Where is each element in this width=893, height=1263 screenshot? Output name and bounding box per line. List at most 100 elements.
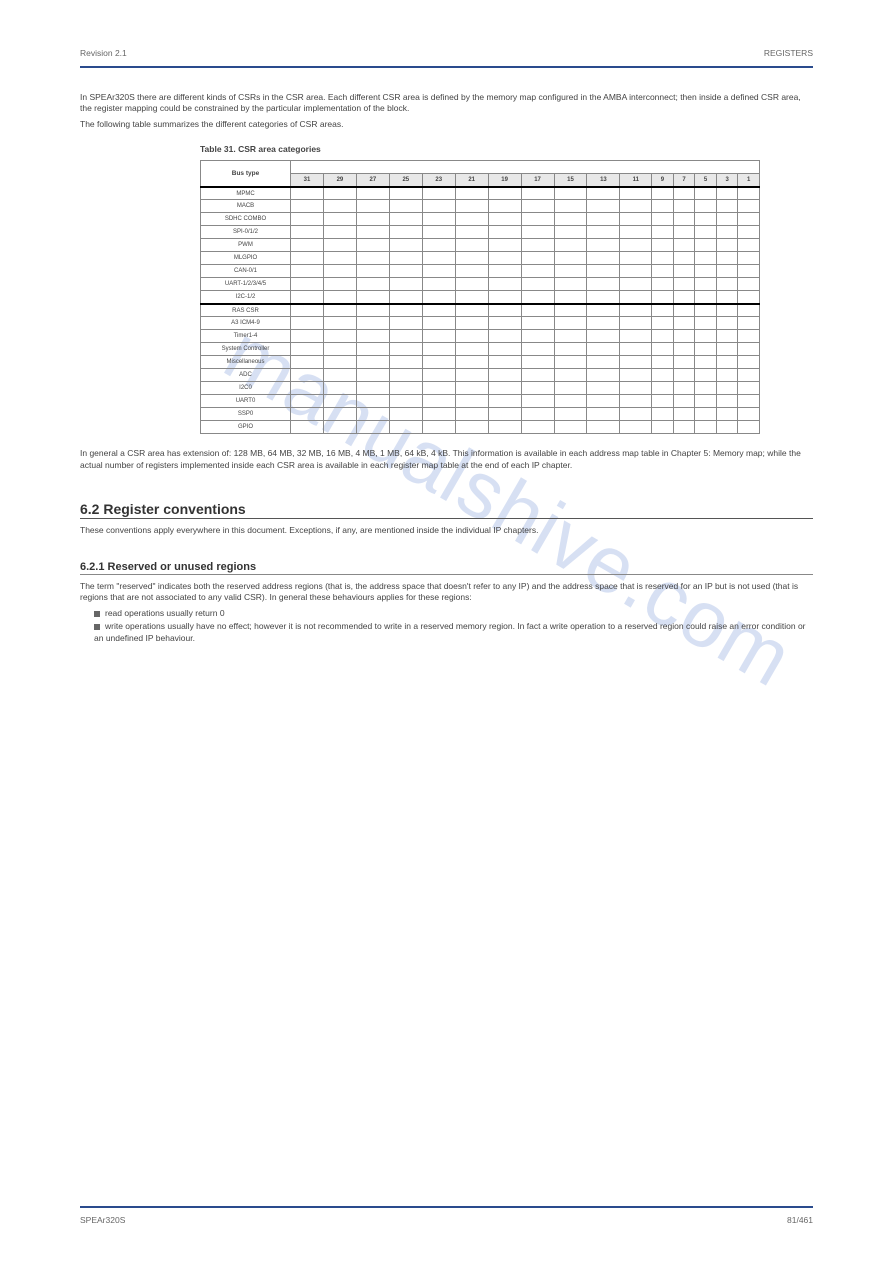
table-cell xyxy=(738,213,760,226)
table-cell xyxy=(356,265,389,278)
footer-rule xyxy=(80,1206,813,1208)
table-cell xyxy=(323,369,356,382)
table-row-label: Timer1-4 xyxy=(201,330,291,343)
table-row-label: ADC xyxy=(201,369,291,382)
table-cell xyxy=(455,343,488,356)
table-cell xyxy=(695,291,717,304)
table-cell xyxy=(554,200,587,213)
table-cell xyxy=(738,382,760,395)
table-cell xyxy=(695,265,717,278)
table-cell xyxy=(521,278,554,291)
table-cell xyxy=(422,356,455,369)
table-cell xyxy=(455,187,488,200)
table-cell xyxy=(488,356,521,369)
table-cell xyxy=(422,252,455,265)
bullet-marker-icon xyxy=(94,611,100,617)
table-cell xyxy=(521,343,554,356)
table-cell xyxy=(738,421,760,434)
table-cell xyxy=(587,356,620,369)
table-cell xyxy=(652,213,674,226)
table-cell xyxy=(422,278,455,291)
table-cell xyxy=(620,343,652,356)
table-cell xyxy=(716,343,738,356)
table-cell xyxy=(620,408,652,421)
table-cell xyxy=(389,252,422,265)
table-cell xyxy=(422,226,455,239)
footer-left: SPEAr320S xyxy=(80,1215,125,1225)
table-row-label: MPMC xyxy=(201,187,291,200)
col-header-bits-span xyxy=(291,161,760,174)
table-cell xyxy=(455,226,488,239)
table-cell xyxy=(291,278,324,291)
table-row-label: SPI-0/1/2 xyxy=(201,226,291,239)
table-cell xyxy=(422,200,455,213)
table-cell xyxy=(738,395,760,408)
table-cell xyxy=(716,317,738,330)
table-cell xyxy=(695,239,717,252)
table-cell xyxy=(587,226,620,239)
table-cell xyxy=(389,226,422,239)
table-cell xyxy=(389,382,422,395)
table-cell xyxy=(455,239,488,252)
table-cell xyxy=(455,421,488,434)
bit-header: 21 xyxy=(455,174,488,187)
table-cell xyxy=(554,252,587,265)
table-cell xyxy=(695,369,717,382)
table-cell xyxy=(738,356,760,369)
table-row-label: PWM xyxy=(201,239,291,252)
table-cell xyxy=(422,382,455,395)
table-cell xyxy=(455,278,488,291)
table-cell xyxy=(652,278,674,291)
table-cell xyxy=(488,304,521,317)
heading-register-conventions: 6.2 Register conventions xyxy=(80,501,813,519)
table-cell xyxy=(673,369,695,382)
h3-para: The term "reserved" indicates both the r… xyxy=(80,581,813,604)
table-cell xyxy=(738,187,760,200)
table-cell xyxy=(455,330,488,343)
table-cell xyxy=(291,356,324,369)
table-cell xyxy=(521,291,554,304)
table-cell xyxy=(738,317,760,330)
table-cell xyxy=(488,291,521,304)
table-cell xyxy=(521,252,554,265)
table-cell xyxy=(554,226,587,239)
table-cell xyxy=(716,330,738,343)
table-cell xyxy=(652,421,674,434)
table-cell xyxy=(389,213,422,226)
table-cell xyxy=(488,330,521,343)
table-cell xyxy=(652,408,674,421)
table-cell xyxy=(716,252,738,265)
table-cell xyxy=(291,239,324,252)
table-cell xyxy=(620,369,652,382)
table-cell xyxy=(323,213,356,226)
bit-header: 3 xyxy=(716,174,738,187)
table-cell xyxy=(673,356,695,369)
table-cell xyxy=(356,369,389,382)
table-cell xyxy=(738,304,760,317)
table-cell xyxy=(323,187,356,200)
table-cell xyxy=(716,239,738,252)
table-cell xyxy=(587,187,620,200)
table-cell xyxy=(389,395,422,408)
table-cell xyxy=(455,213,488,226)
bit-header: 5 xyxy=(695,174,717,187)
table-cell xyxy=(695,304,717,317)
table-row-label: I2C-1/2 xyxy=(201,291,291,304)
csr-table: Bus type312927252321191715131197531MPMCM… xyxy=(200,160,760,434)
table-cell xyxy=(554,395,587,408)
table-cell xyxy=(389,239,422,252)
table-cell xyxy=(716,408,738,421)
table-cell xyxy=(488,213,521,226)
table-cell xyxy=(323,408,356,421)
table-cell xyxy=(587,200,620,213)
table-cell xyxy=(356,226,389,239)
table-cell xyxy=(323,226,356,239)
table-cell xyxy=(620,200,652,213)
table-cell xyxy=(652,200,674,213)
table-cell xyxy=(673,408,695,421)
table-cell xyxy=(323,343,356,356)
table-cell xyxy=(521,356,554,369)
table-cell xyxy=(652,395,674,408)
table-cell xyxy=(291,421,324,434)
table-row-label: UART-1/2/3/4/5 xyxy=(201,278,291,291)
